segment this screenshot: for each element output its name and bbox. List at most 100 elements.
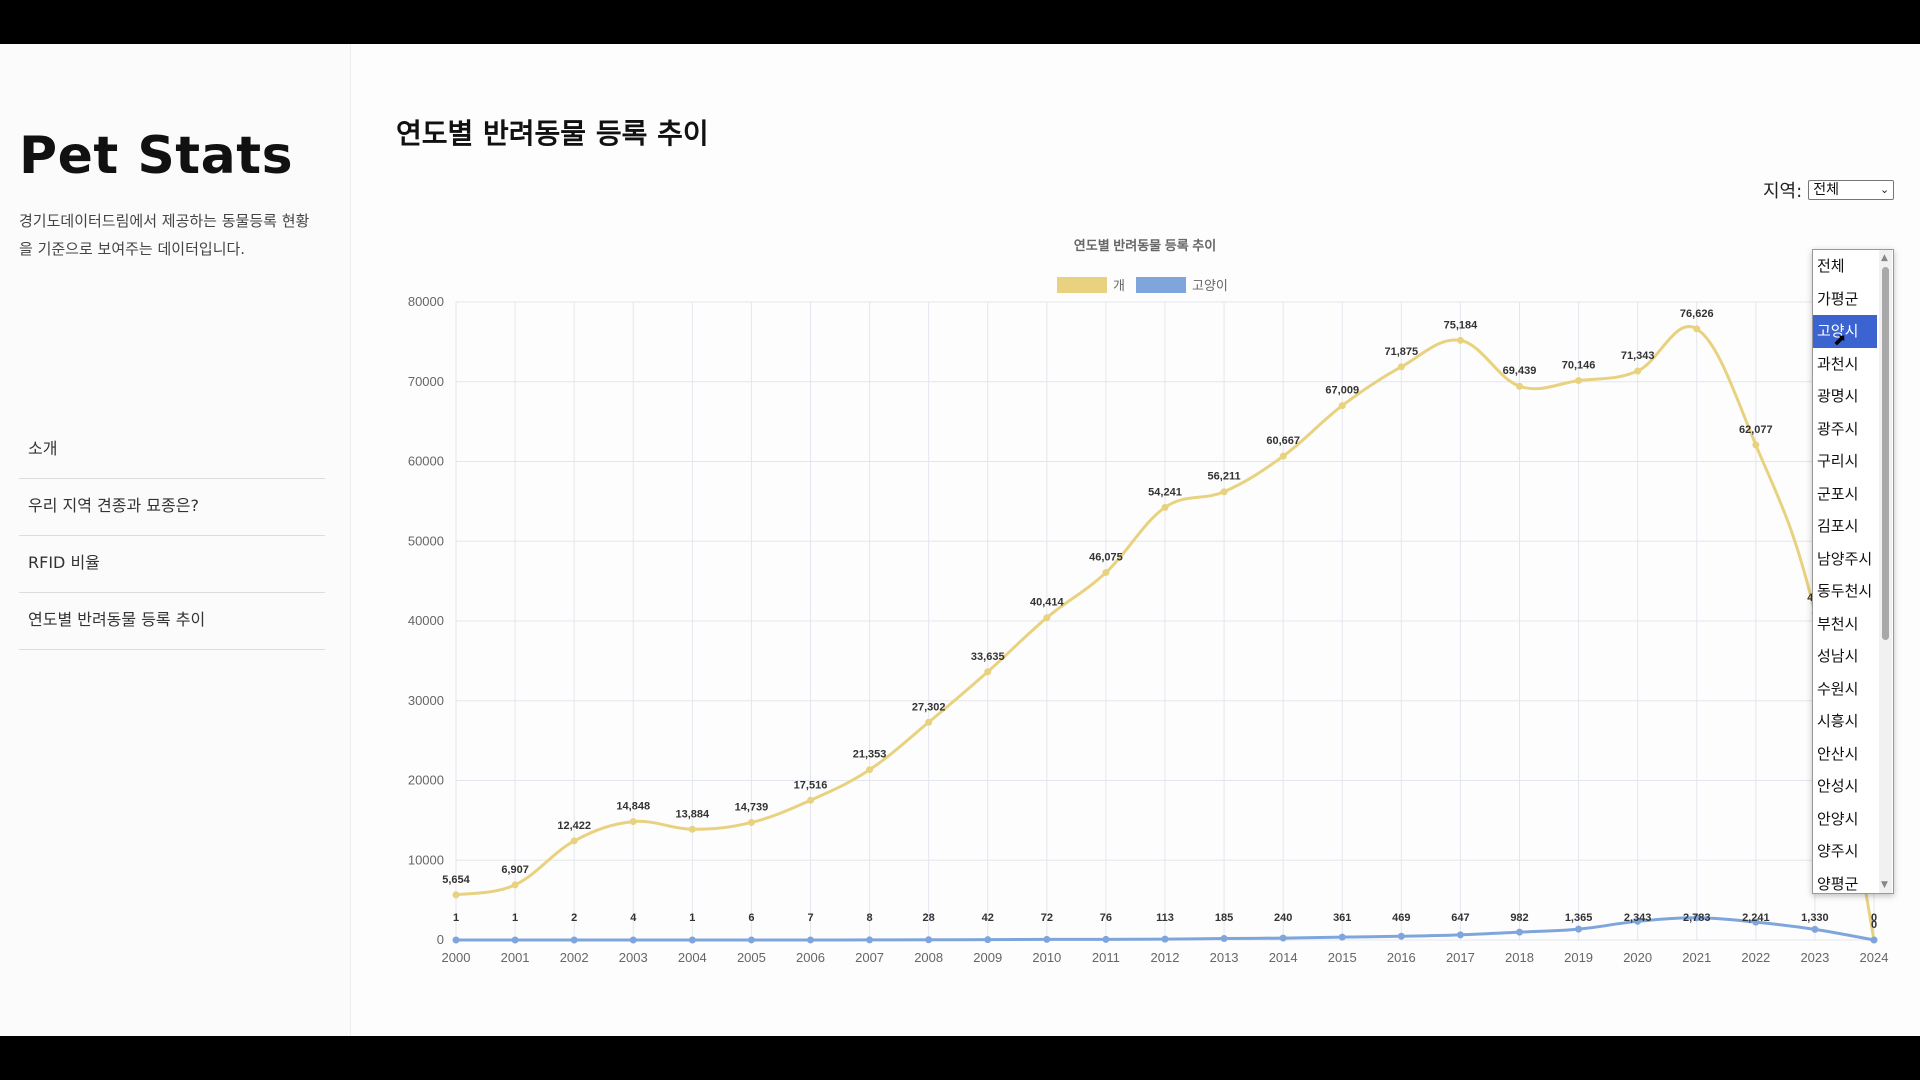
triangle-up-icon[interactable]: ▲ [1881, 253, 1888, 263]
legend-swatch-cat [1136, 277, 1186, 293]
x-tick-label: 2011 [1092, 950, 1120, 965]
data-point-dog [1575, 377, 1583, 385]
region-option[interactable]: 고양시 [1813, 315, 1877, 348]
scrollbar-thumb[interactable] [1882, 267, 1889, 640]
data-label-dog: 21,353 [853, 749, 887, 761]
region-option[interactable]: 안산시 [1817, 744, 1859, 763]
triangle-down-icon[interactable]: ▼ [1881, 880, 1888, 890]
data-label-dog: 69,439 [1503, 365, 1537, 377]
x-tick-label: 2020 [1623, 950, 1652, 965]
data-point-cat [1575, 925, 1583, 933]
region-select-value: 전체 [1813, 182, 1839, 198]
data-point-dog [1693, 325, 1701, 333]
data-label-cat: 647 [1451, 912, 1469, 924]
region-option[interactable]: 양평군 [1817, 874, 1859, 893]
x-tick-label: 2012 [1151, 950, 1180, 965]
legend-label-dog: 개 [1113, 278, 1125, 293]
data-point-dog [1397, 363, 1405, 371]
data-label-cat: 42 [982, 912, 994, 924]
chart-series [452, 325, 1878, 944]
nav-item-intro[interactable]: 소개 [19, 422, 325, 479]
region-option[interactable]: 남양주시 [1817, 549, 1873, 568]
data-point-dog [1161, 503, 1169, 511]
data-label-dog: 71,343 [1621, 350, 1655, 362]
x-tick-label: 2003 [619, 950, 648, 965]
region-option[interactable]: 동두천시 [1817, 582, 1873, 600]
data-label-dog: 71,875 [1385, 346, 1419, 358]
data-point-cat [1811, 925, 1819, 933]
chart-data-labels: 5,654 6,907 12,422 14,848 13,884 14,739 17,516… [442, 308, 1877, 931]
x-tick-label: 2007 [855, 950, 884, 965]
nav-item-yearly-trend[interactable]: 연도별 반려동물 등록 추이 [19, 593, 325, 650]
y-tick-label: 60000 [408, 454, 444, 469]
region-option[interactable]: 김포시 [1817, 517, 1859, 535]
data-label-cat: 1,330 [1801, 912, 1829, 924]
data-point-dog [1102, 569, 1110, 577]
x-tick-label: 2009 [973, 950, 1002, 965]
data-label-dog: 33,635 [971, 651, 1005, 663]
region-option[interactable]: 양주시 [1817, 842, 1859, 860]
region-option[interactable]: 수원시 [1817, 679, 1859, 698]
data-point-cat [570, 936, 578, 944]
region-option[interactable]: 성남시 [1817, 647, 1859, 665]
data-point-cat [1752, 918, 1760, 926]
x-tick-label: 2006 [796, 950, 825, 965]
data-label-cat: 1 [512, 912, 518, 924]
region-select[interactable]: 전체 ⌄ [1808, 180, 1895, 200]
region-option[interactable]: 과천시 [1817, 354, 1859, 373]
chart-title: 연도별 반려동물 등록 추이 [1074, 238, 1216, 253]
region-option[interactable]: 안양시 [1817, 809, 1859, 828]
page-title: 연도별 반려동물 등록 추이 [396, 117, 709, 150]
region-option[interactable]: 부천시 [1817, 614, 1859, 633]
data-label-cat: 982 [1510, 912, 1528, 924]
chevron-down-icon: ⌄ [1879, 183, 1890, 196]
x-tick-label: 2013 [1210, 950, 1239, 965]
data-point-cat [925, 936, 933, 944]
region-option[interactable]: 군포시 [1817, 484, 1859, 503]
data-label-cat: 2,343 [1624, 912, 1652, 924]
data-point-dog [1220, 488, 1228, 496]
data-label-cat: 240 [1274, 912, 1292, 924]
nav-item-breeds[interactable]: 우리 지역 견종과 묘종은? [19, 479, 325, 536]
data-label-cat: 2,783 [1683, 912, 1711, 924]
data-point-dog [1043, 614, 1051, 622]
nav-item-rfid[interactable]: RFID 비율 [19, 536, 325, 593]
data-point-cat [629, 936, 637, 944]
data-point-cat [1693, 914, 1701, 922]
x-tick-label: 2021 [1682, 950, 1711, 965]
data-label-dog: 67,009 [1325, 385, 1359, 397]
data-point-cat [1043, 935, 1051, 943]
region-option[interactable]: 구리시 [1817, 452, 1859, 470]
region-option[interactable]: 광주시 [1817, 419, 1859, 438]
x-tick-label: 2002 [560, 950, 589, 965]
main-content: 연도별 반려동물 등록 추이 지역: 전체 ⌄ 연도별 반려동물 등록 추이 개… [351, 44, 1920, 1036]
data-label-cat: 6 [748, 912, 754, 924]
data-point-dog [1516, 382, 1523, 390]
data-label-cat: 2 [571, 912, 577, 924]
app-window: Pet Stats 경기도데이터드림에서 제공하는 동물등록 현황을 기준으로 … [0, 44, 1920, 1036]
data-label-cat: 2,241 [1742, 912, 1770, 924]
x-tick-label: 2008 [914, 950, 943, 965]
region-option[interactable]: 가평군 [1817, 289, 1859, 308]
data-label-dog: 5,654 [442, 874, 470, 886]
data-label-dog: 17,516 [794, 779, 828, 791]
data-label-cat: 0 [1871, 912, 1877, 924]
data-label-cat: 1,365 [1565, 912, 1593, 924]
data-label-cat: 1 [689, 912, 695, 924]
data-label-dog: 6,907 [501, 864, 529, 876]
data-point-dog [866, 766, 874, 774]
region-option[interactable]: 전체 [1817, 257, 1845, 275]
data-point-cat [747, 936, 755, 944]
site-description: 경기도데이터드림에서 제공하는 동물등록 현황을 기준으로 보여주는 데이터입니… [19, 212, 310, 258]
data-point-cat [1338, 933, 1346, 941]
region-option[interactable]: 광명시 [1817, 387, 1859, 405]
legend-swatch-dog [1057, 277, 1107, 293]
data-point-cat [1634, 917, 1642, 925]
data-label-dog: 12,422 [557, 820, 591, 832]
region-option[interactable]: 시흥시 [1817, 712, 1859, 730]
dropdown-scrollbar[interactable]: ▲ ▼ [1879, 250, 1892, 893]
region-option[interactable]: 안성시 [1817, 777, 1859, 795]
x-axis: 2000 2001 2002 2003 2004 2005 2006 2007 2008 2009… [442, 950, 1889, 965]
